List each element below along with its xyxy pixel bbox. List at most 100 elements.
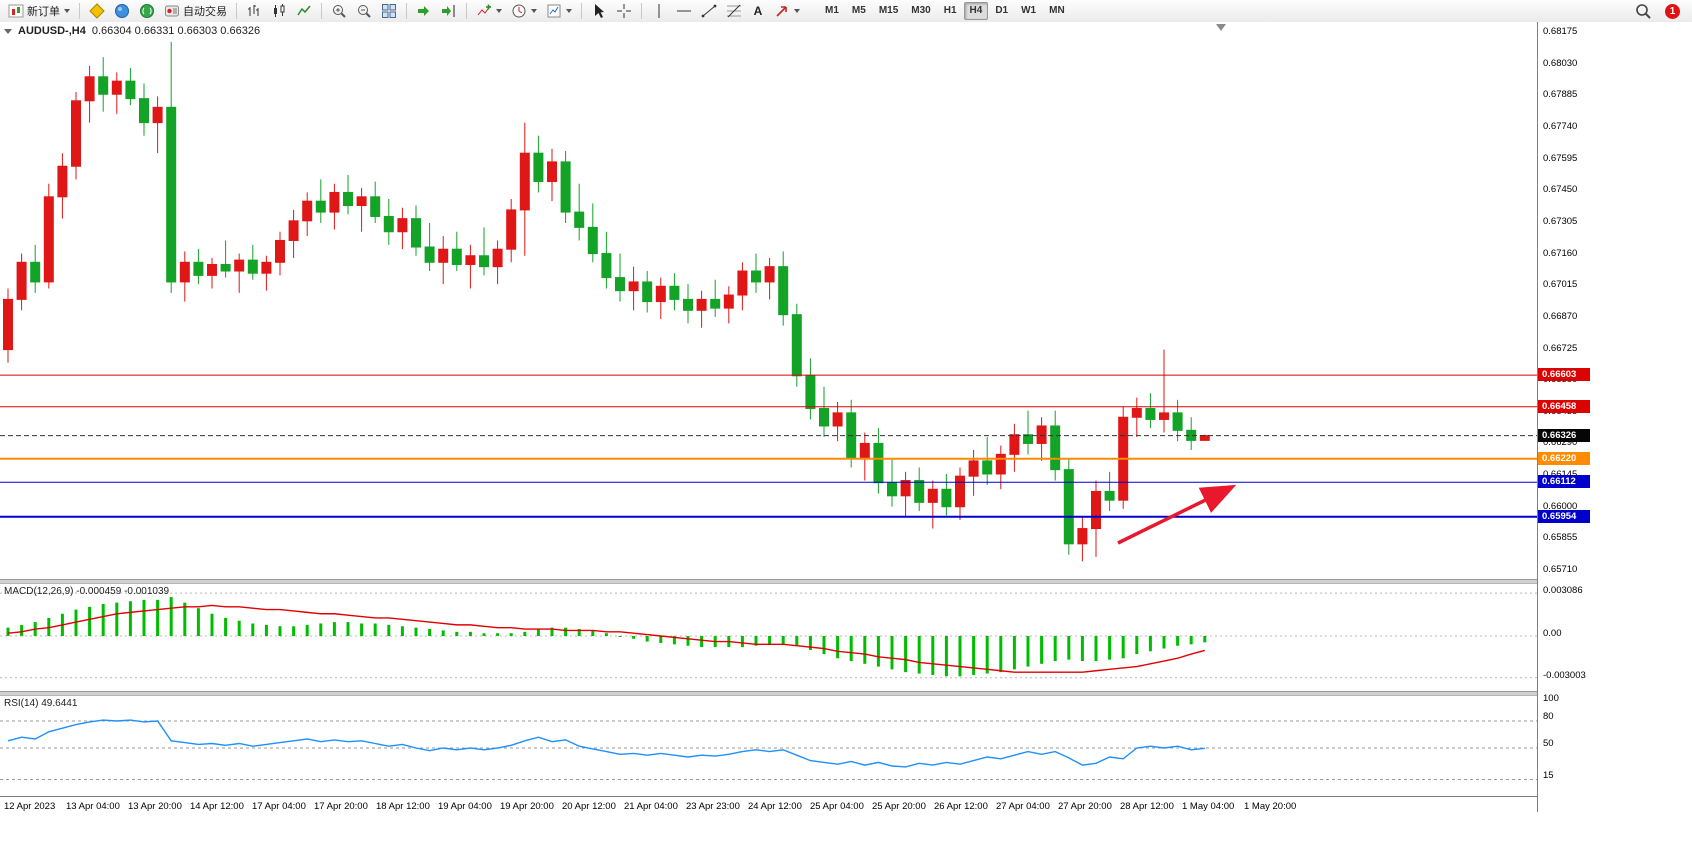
- rsi-axis-label: 50: [1543, 738, 1554, 749]
- periods-button[interactable]: [507, 1, 541, 21]
- zoom-in-icon: [331, 3, 347, 19]
- toolbar-separator: [581, 3, 582, 19]
- vertical-line-button[interactable]: [647, 1, 671, 21]
- macd-chart[interactable]: [0, 584, 1537, 691]
- timeframe-h4-button[interactable]: H4: [963, 2, 989, 20]
- timeframe-h1-button[interactable]: H1: [938, 2, 963, 20]
- chevron-down-icon: [566, 9, 572, 13]
- chevron-down-icon: [794, 9, 800, 13]
- timeframe-w1-button[interactable]: W1: [1015, 2, 1042, 20]
- new-order-label: 新订单: [27, 6, 60, 18]
- chart-shift-button[interactable]: [437, 1, 461, 21]
- crosshair-button[interactable]: [612, 1, 636, 21]
- navigator-icon: [139, 3, 155, 19]
- symbol-title: AUDUSD-,H4: [18, 25, 86, 37]
- ohlc-values: 0.66304 0.66331 0.66303 0.66326: [91, 25, 261, 37]
- line-chart-button[interactable]: [292, 1, 316, 21]
- price-line-badge: 0.66326: [1538, 428, 1590, 442]
- pane-separator[interactable]: [0, 579, 1537, 584]
- candlestick-chart[interactable]: [0, 22, 1537, 579]
- price-axis-label: 0.67885: [1543, 89, 1578, 101]
- trendline-button[interactable]: [697, 1, 721, 21]
- price-axis-label: 0.67160: [1543, 247, 1578, 259]
- tile-windows-button[interactable]: [377, 1, 401, 21]
- price-axis-label: 0.67595: [1543, 152, 1578, 164]
- main-chart-pane[interactable]: AUDUSD-,H4 0.66304 0.66331 0.66303 0.663…: [0, 22, 1537, 579]
- price-axis-label: 0.66870: [1543, 310, 1578, 322]
- bar-chart-button[interactable]: [242, 1, 266, 21]
- new-order-icon: [8, 3, 24, 19]
- price-line-badge: 0.66220: [1538, 451, 1590, 465]
- price-axis-label: 0.68030: [1543, 57, 1578, 69]
- time-axis-label: 19 Apr 20:00: [500, 801, 554, 812]
- fibonacci-button[interactable]: [722, 1, 746, 21]
- timeframe-d1-button[interactable]: D1: [989, 2, 1014, 20]
- chevron-down-icon: [496, 9, 502, 13]
- new-order-button[interactable]: 新订单: [4, 1, 74, 21]
- search-button[interactable]: [1631, 1, 1655, 21]
- toolbar-separator: [79, 3, 80, 19]
- chart-shift-marker[interactable]: [1216, 24, 1226, 31]
- indicators-button[interactable]: [472, 1, 506, 21]
- toolbar-separator: [236, 3, 237, 19]
- templates-button[interactable]: [542, 1, 576, 21]
- price-axis-label: 0.66290: [1543, 437, 1578, 449]
- trendline-icon: [701, 3, 717, 19]
- timeframe-mn-button[interactable]: MN: [1043, 2, 1071, 20]
- price-axis[interactable]: 0.68175 0.68030 0.67885 0.67740 0.67595 0.674…: [1537, 22, 1692, 812]
- price-axis-label: 0.67305: [1543, 215, 1578, 227]
- search-icon: [1635, 3, 1651, 19]
- rsi-axis-label: 15: [1543, 769, 1554, 781]
- timeframe-group: M1 M5 M15 M30 H1 H4 D1 W1 MN: [819, 2, 1071, 20]
- rsi-chart[interactable]: [0, 696, 1537, 796]
- notification-badge[interactable]: 1: [1665, 3, 1680, 19]
- chart-title: AUDUSD-,H4 0.66304 0.66331 0.66303 0.663…: [4, 25, 260, 37]
- cursor-button[interactable]: [587, 1, 611, 21]
- price-line-badge: 0.65954: [1538, 509, 1590, 523]
- text-tool-button[interactable]: A: [747, 1, 769, 21]
- horizontal-line-button[interactable]: [672, 1, 696, 21]
- time-axis-label: 27 Apr 20:00: [1058, 801, 1112, 812]
- macd-pane[interactable]: MACD(12,26,9) -0.000459 -0.001039: [0, 584, 1537, 691]
- toolbar: 新订单 自动交易: [0, 0, 1692, 23]
- time-axis[interactable]: 12 Apr 2023 13 Apr 04:00 13 Apr 20:00 14 Ap…: [0, 796, 1537, 817]
- price-axis-label: 0.67740: [1543, 120, 1578, 132]
- price-axis-label: 0.68175: [1543, 26, 1578, 38]
- time-axis-label: 24 Apr 12:00: [748, 801, 802, 812]
- candlestick-chart-button[interactable]: [267, 1, 291, 21]
- timeframe-m15-button[interactable]: M15: [873, 2, 904, 20]
- price-axis-label: 0.67450: [1543, 184, 1578, 196]
- time-axis-label: 26 Apr 12:00: [934, 801, 988, 812]
- rsi-pane[interactable]: RSI(14) 49.6441: [0, 696, 1537, 796]
- time-axis-label: 13 Apr 20:00: [128, 801, 182, 812]
- macd-axis-label: 0.00: [1543, 628, 1562, 639]
- timeframe-m30-button[interactable]: M30: [905, 2, 936, 20]
- data-window-button[interactable]: [110, 1, 134, 21]
- toolbar-separator: [466, 3, 467, 19]
- timeframe-m1-button[interactable]: M1: [819, 2, 845, 20]
- auto-scroll-button[interactable]: [412, 1, 436, 21]
- time-axis-label: 17 Apr 04:00: [252, 801, 306, 812]
- text-tool-icon: A: [753, 4, 763, 18]
- time-axis-label: 1 May 20:00: [1244, 801, 1297, 812]
- price-axis-label: 0.66000: [1543, 500, 1578, 512]
- zoom-out-button[interactable]: [352, 1, 376, 21]
- time-axis-label: 19 Apr 04:00: [438, 801, 492, 812]
- zoom-in-button[interactable]: [327, 1, 351, 21]
- market-watch-button[interactable]: [85, 1, 109, 21]
- pane-separator[interactable]: [0, 691, 1537, 696]
- macd-axis-label: -0.003003: [1543, 669, 1586, 681]
- timeframe-m5-button[interactable]: M5: [846, 2, 872, 20]
- time-axis-label: 28 Apr 12:00: [1120, 801, 1174, 812]
- market-watch-icon: [89, 3, 105, 19]
- fibonacci-icon: [726, 3, 742, 19]
- autotrading-button[interactable]: 自动交易: [160, 1, 231, 21]
- arrows-tool-button[interactable]: [770, 1, 804, 21]
- collapse-icon[interactable]: [4, 28, 12, 34]
- chart-window: AUDUSD-,H4 0.66304 0.66331 0.66303 0.663…: [0, 22, 1692, 817]
- navigator-button[interactable]: [135, 1, 159, 21]
- time-axis-label: 20 Apr 12:00: [562, 801, 616, 812]
- time-axis-label: 25 Apr 20:00: [872, 801, 926, 812]
- toolbar-right: 1: [1631, 1, 1688, 21]
